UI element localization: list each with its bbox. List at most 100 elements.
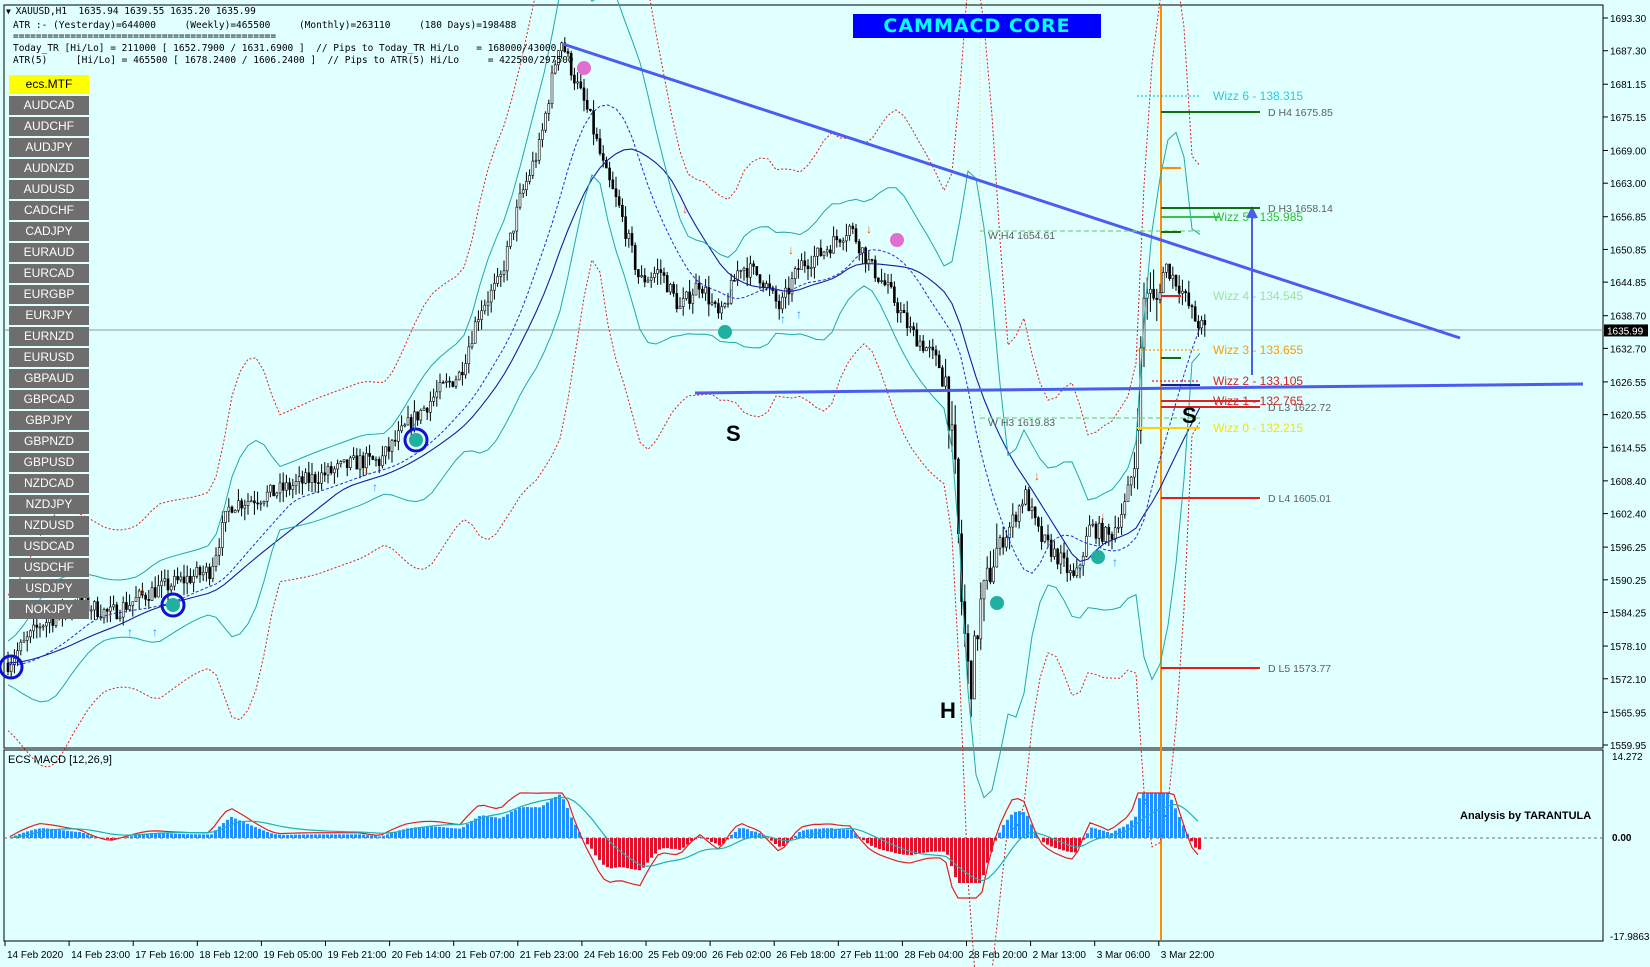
candle-body: [704, 286, 707, 294]
symbol-button-usdcad[interactable]: USDCAD: [9, 537, 89, 556]
macd-histogram-bar: [526, 806, 529, 838]
neckline[interactable]: [694, 382, 1584, 395]
candle-body: [147, 599, 151, 601]
macd-histogram-bar: [50, 828, 53, 838]
symbol-button-eurnzd[interactable]: EURNZD: [9, 327, 89, 346]
candle-body: [109, 606, 112, 612]
candle-body: [931, 346, 935, 351]
candle-body: [131, 601, 135, 606]
macd-histogram-bar: [62, 830, 65, 838]
symbol-button-eurcad[interactable]: EURCAD: [9, 264, 89, 283]
symbol-button-usdjpy[interactable]: USDJPY: [9, 579, 89, 598]
macd-histogram-bar: [1062, 838, 1065, 851]
symbol-button-ecs-mtf[interactable]: ecs.MTF: [9, 75, 89, 94]
candle-body: [1005, 537, 1008, 548]
symbol-button-gbpnzd[interactable]: GBPNZD: [9, 432, 89, 451]
signal-dot: [409, 433, 423, 447]
price-axis-label: 1620.55: [1610, 411, 1647, 422]
symbol-button-nzdusd[interactable]: NZDUSD: [9, 516, 89, 535]
candle-body: [150, 587, 154, 601]
macd-histogram-bar: [638, 838, 641, 871]
candle-body: [1181, 290, 1184, 294]
price-axis-label: 1663.00: [1610, 179, 1647, 190]
macd-histogram-bar: [1018, 811, 1021, 838]
symbol-button-gbpaud[interactable]: GBPAUD: [9, 369, 89, 388]
candle-body: [22, 639, 26, 643]
macd-histogram-bar: [970, 838, 973, 883]
candle-body: [976, 635, 979, 640]
candle-body: [912, 326, 915, 330]
candle-body: [352, 455, 355, 459]
macd-histogram-bar: [1022, 812, 1025, 838]
candle-body: [1040, 526, 1043, 542]
macd-histogram-bar: [1090, 827, 1093, 838]
candle-body: [944, 376, 947, 387]
symbol-button-cadchf[interactable]: CADCHF: [9, 201, 89, 220]
candle-body: [1085, 535, 1088, 557]
price-axis-label: 1614.55: [1610, 443, 1647, 454]
macd-histogram-bar: [314, 834, 317, 838]
descending-trendline[interactable]: [562, 42, 1461, 340]
candle-body: [1113, 527, 1117, 540]
candle-body: [477, 319, 480, 323]
candle-body: [400, 425, 403, 432]
symbol-button-eurgbp[interactable]: EURGBP: [9, 285, 89, 304]
price-axis-label: 1669.00: [1610, 146, 1647, 157]
symbol-button-usdchf[interactable]: USDCHF: [9, 558, 89, 577]
candle-body: [358, 455, 362, 470]
symbol-button-gbpcad[interactable]: GBPCAD: [9, 390, 89, 409]
symbol-button-eurusd[interactable]: EURUSD: [9, 348, 89, 367]
candle-body: [1110, 534, 1114, 540]
candle-body: [643, 275, 647, 283]
macd-histogram-bar: [658, 838, 661, 850]
candle-body: [1168, 263, 1171, 279]
symbol-button-audcad[interactable]: AUDCAD: [9, 96, 89, 115]
symbol-button-gbpjpy[interactable]: GBPJPY: [9, 411, 89, 430]
macd-histogram-bar: [38, 828, 41, 838]
macd-histogram-bar: [534, 807, 537, 838]
time-axis-label: 14 Feb 2020: [7, 950, 64, 961]
candle-body: [566, 51, 570, 54]
candle-body: [217, 547, 221, 556]
symbol-button-eurjpy[interactable]: EURJPY: [9, 306, 89, 325]
symbol-button-euraud[interactable]: EURAUD: [9, 243, 89, 262]
candle-body: [637, 269, 640, 278]
macd-histogram-bar: [918, 838, 921, 854]
symbol-button-audjpy[interactable]: AUDJPY: [9, 138, 89, 157]
macd-histogram-bar: [1174, 808, 1177, 838]
candle-body: [534, 159, 538, 162]
symbol-button-nzdcad[interactable]: NZDCAD: [9, 474, 89, 493]
symbol-button-nzdjpy[interactable]: NZDJPY: [9, 495, 89, 514]
macd-histogram-bar: [754, 831, 757, 838]
symbol-button-nokjpy[interactable]: NOKJPY: [9, 600, 89, 619]
macd-histogram-bar: [822, 828, 825, 838]
candle-body: [982, 580, 986, 600]
time-axis-label: 20 Feb 14:00: [392, 950, 451, 961]
candle-body: [1094, 523, 1098, 539]
macd-histogram-bar: [162, 833, 165, 838]
price-axis-label: 1656.85: [1610, 213, 1647, 224]
macd-histogram-bar: [442, 827, 445, 838]
candle-body: [1126, 484, 1130, 502]
symbol-button-gbpusd[interactable]: GBPUSD: [9, 453, 89, 472]
macd-histogram-bar: [898, 838, 901, 854]
macd-histogram-bar: [290, 834, 293, 838]
candle-body: [38, 626, 42, 629]
candle-body: [806, 265, 810, 270]
candle-body: [243, 504, 247, 509]
candle-body: [1072, 570, 1075, 576]
candle-body: [685, 291, 688, 299]
candle-body: [201, 572, 205, 576]
macd-histogram-bar: [938, 838, 941, 852]
symbol-button-audusd[interactable]: AUDUSD: [9, 180, 89, 199]
symbol-button-audchf[interactable]: AUDCHF: [9, 117, 89, 136]
symbol-button-cadjpy[interactable]: CADJPY: [9, 222, 89, 241]
candle-body: [595, 133, 599, 139]
candle-body: [800, 260, 803, 270]
signal-dot: [890, 233, 904, 247]
macd-histogram-bar: [502, 816, 505, 838]
symbol-button-audnzd[interactable]: AUDNZD: [9, 159, 89, 178]
candle-body: [297, 476, 301, 482]
candle-body: [333, 468, 336, 474]
